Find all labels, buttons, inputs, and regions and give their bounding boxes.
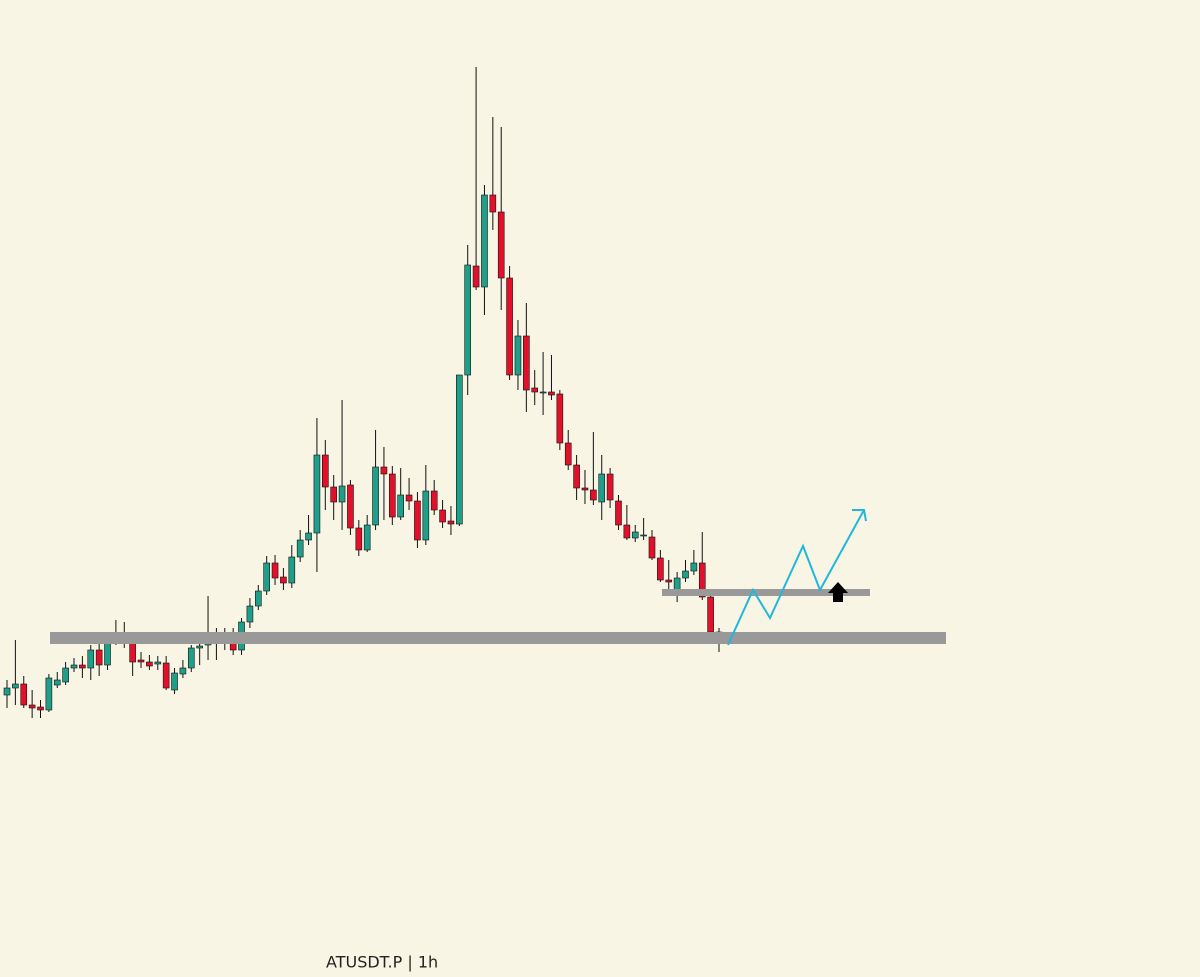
candle-body xyxy=(79,664,86,669)
candle-body xyxy=(146,661,153,667)
candle-body xyxy=(590,489,597,501)
candle-body xyxy=(296,539,304,558)
candle-body xyxy=(648,536,656,559)
candle-body xyxy=(12,683,19,689)
candle-body xyxy=(573,464,580,489)
candle-body xyxy=(523,335,530,391)
candle-body xyxy=(137,659,145,663)
projection-path xyxy=(727,509,865,646)
candle-body xyxy=(623,524,631,539)
candle-body xyxy=(531,387,539,393)
candle-body xyxy=(707,596,714,633)
candle-body xyxy=(389,473,396,518)
candle-body xyxy=(196,645,203,649)
candle-body xyxy=(481,194,488,288)
candle-body xyxy=(347,484,354,529)
candle-body xyxy=(397,494,404,518)
candle-body xyxy=(657,557,664,581)
candle-body xyxy=(355,527,363,551)
candle-body xyxy=(514,335,522,376)
candle-body xyxy=(414,500,421,541)
candle-body xyxy=(489,194,497,213)
candle-body xyxy=(87,649,95,669)
resistance-zone xyxy=(662,589,870,596)
candle-body xyxy=(665,579,673,583)
candle-body xyxy=(682,570,689,579)
candle-body xyxy=(330,486,337,503)
candle-body xyxy=(430,490,438,511)
candle-body xyxy=(556,393,564,444)
candle-body xyxy=(104,641,111,666)
candle-body xyxy=(690,562,698,572)
candle-body xyxy=(422,490,430,541)
candle-body xyxy=(271,562,279,579)
candle-body xyxy=(372,466,379,526)
candle-body xyxy=(305,532,312,541)
candle-body xyxy=(154,661,162,665)
candle-body xyxy=(45,677,53,711)
candle-body xyxy=(288,556,296,584)
candle-body xyxy=(615,500,622,526)
candle-body xyxy=(598,473,606,503)
candle-body xyxy=(95,649,103,666)
candle-body xyxy=(447,520,455,525)
candle-body xyxy=(472,265,480,288)
candle-body xyxy=(439,509,446,523)
candle-body xyxy=(280,576,287,584)
candle-body xyxy=(631,531,639,539)
candle-body xyxy=(246,605,254,623)
candle-body xyxy=(548,391,555,396)
candle-body xyxy=(564,442,572,466)
candle-body xyxy=(254,590,262,607)
candle-body xyxy=(497,211,505,279)
candle-body xyxy=(464,264,472,376)
candle-body xyxy=(37,706,44,711)
candle-body xyxy=(640,534,647,537)
candle-body xyxy=(162,662,170,689)
candle-body xyxy=(539,391,547,394)
projection-arrowhead xyxy=(852,509,867,522)
candle-body xyxy=(53,679,61,686)
candle-body xyxy=(506,277,513,376)
candle-body xyxy=(62,667,69,683)
candle-body xyxy=(338,485,346,503)
candle-body xyxy=(171,672,178,691)
candle-body xyxy=(179,667,187,675)
candle-body xyxy=(380,466,388,475)
candle-body xyxy=(3,687,11,696)
support-zone xyxy=(50,632,946,644)
candle-body xyxy=(70,664,78,669)
candle-body xyxy=(28,704,36,709)
candle-body xyxy=(363,524,371,551)
candle-body xyxy=(581,487,589,491)
candle-body xyxy=(456,374,463,525)
candle-body xyxy=(606,473,614,501)
chart-title: ATUSDT.P | 1h xyxy=(326,953,438,972)
candle-body xyxy=(322,454,329,488)
up-arrow xyxy=(828,582,848,602)
candle-body xyxy=(187,647,195,669)
candle-body xyxy=(698,562,706,598)
candle-body xyxy=(405,494,413,502)
candle-body xyxy=(20,683,28,706)
candle-body xyxy=(313,454,321,534)
candle-body xyxy=(263,562,270,592)
